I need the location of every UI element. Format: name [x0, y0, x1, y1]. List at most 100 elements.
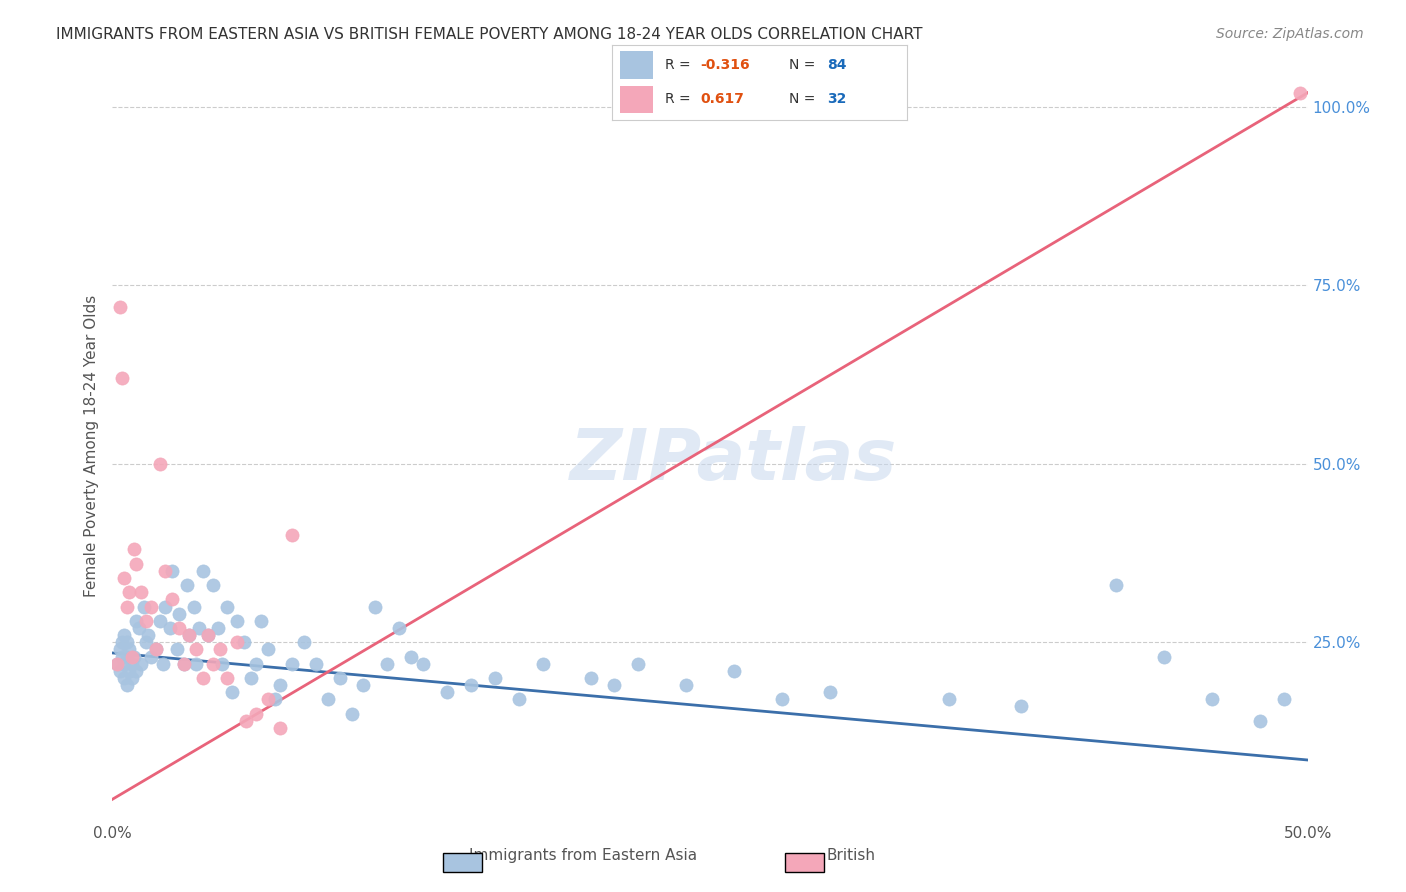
- Point: [281, 528, 304, 542]
- Point: [121, 671, 143, 685]
- Point: [139, 649, 162, 664]
- Y-axis label: Female Poverty Among 18-24 Year Olds: Female Poverty Among 18-24 Year Olds: [83, 295, 98, 597]
- Point: [111, 635, 134, 649]
- Point: [292, 635, 315, 649]
- Point: [225, 614, 247, 628]
- Point: [240, 671, 263, 685]
- Point: [1272, 692, 1295, 706]
- Point: [193, 564, 215, 578]
- Point: [173, 657, 195, 671]
- Point: [211, 657, 233, 671]
- Point: [105, 657, 128, 671]
- Text: -0.316: -0.316: [700, 58, 749, 72]
- Point: [111, 371, 134, 385]
- Point: [169, 607, 191, 621]
- Point: [114, 657, 135, 671]
- Point: [115, 678, 138, 692]
- Point: [1201, 692, 1223, 706]
- Text: R =: R =: [665, 58, 695, 72]
- Bar: [620, 52, 652, 78]
- Text: R =: R =: [665, 92, 699, 106]
- Point: [201, 657, 224, 671]
- Point: [207, 621, 229, 635]
- Point: [217, 671, 239, 685]
- Point: [603, 678, 626, 692]
- Point: [145, 642, 167, 657]
- Point: [235, 714, 257, 728]
- Point: [169, 621, 191, 635]
- Point: [118, 585, 141, 599]
- Point: [173, 657, 195, 671]
- Point: [129, 657, 152, 671]
- Text: 32: 32: [827, 92, 846, 106]
- Point: [121, 657, 143, 671]
- Point: [162, 564, 183, 578]
- Bar: [620, 86, 652, 112]
- Point: [316, 692, 339, 706]
- Point: [221, 685, 243, 699]
- Point: [118, 642, 141, 657]
- Point: [153, 599, 176, 614]
- Point: [249, 614, 271, 628]
- Point: [245, 657, 267, 671]
- Point: [159, 621, 181, 635]
- Text: Immigrants from Eastern Asia: Immigrants from Eastern Asia: [470, 848, 697, 863]
- Point: [149, 457, 172, 471]
- Point: [108, 642, 131, 657]
- Point: [627, 657, 650, 671]
- Text: 0.617: 0.617: [700, 92, 744, 106]
- Point: [135, 614, 157, 628]
- Point: [579, 671, 602, 685]
- Point: [125, 664, 148, 678]
- Point: [508, 692, 530, 706]
- Point: [209, 642, 232, 657]
- Point: [388, 621, 411, 635]
- Point: [115, 649, 138, 664]
- Point: [186, 657, 208, 671]
- Point: [139, 599, 162, 614]
- Point: [111, 649, 134, 664]
- Point: [1289, 86, 1312, 100]
- Text: ZIPatlas: ZIPatlas: [571, 426, 897, 495]
- Point: [186, 642, 208, 657]
- Point: [125, 614, 148, 628]
- Point: [197, 628, 219, 642]
- Point: [114, 671, 135, 685]
- Point: [364, 599, 387, 614]
- Point: [675, 678, 697, 692]
- Point: [377, 657, 399, 671]
- Point: [108, 664, 131, 678]
- Point: [114, 628, 135, 642]
- Point: [176, 578, 198, 592]
- Point: [115, 635, 138, 649]
- Text: N =: N =: [789, 92, 820, 106]
- Point: [135, 635, 157, 649]
- Point: [938, 692, 960, 706]
- Point: [121, 649, 143, 664]
- Point: [166, 642, 188, 657]
- Point: [436, 685, 458, 699]
- Point: [105, 657, 128, 671]
- Point: [531, 657, 554, 671]
- Point: [1153, 649, 1175, 664]
- Point: [352, 678, 374, 692]
- Point: [1010, 699, 1032, 714]
- Point: [162, 592, 183, 607]
- Point: [118, 664, 141, 678]
- Point: [305, 657, 328, 671]
- Point: [269, 721, 291, 735]
- Point: [114, 571, 135, 585]
- Point: [269, 678, 291, 692]
- Point: [201, 578, 224, 592]
- Point: [264, 692, 287, 706]
- Point: [233, 635, 256, 649]
- Point: [217, 599, 239, 614]
- Point: [122, 542, 145, 557]
- Point: [401, 649, 423, 664]
- Point: [197, 628, 219, 642]
- Text: 84: 84: [827, 58, 846, 72]
- Point: [152, 657, 174, 671]
- Point: [128, 621, 150, 635]
- Point: [412, 657, 434, 671]
- Point: [770, 692, 793, 706]
